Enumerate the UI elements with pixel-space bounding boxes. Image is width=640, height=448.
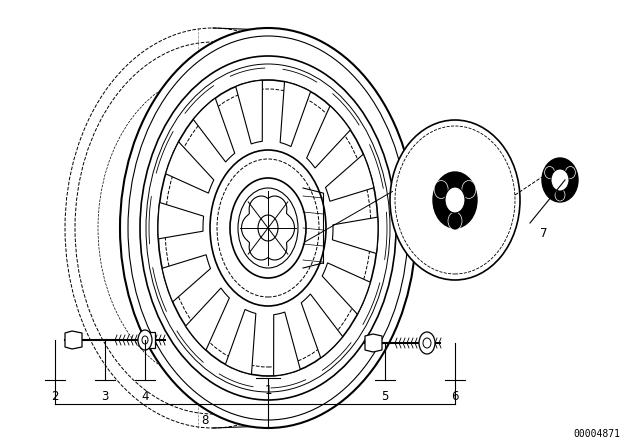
Text: 8: 8	[202, 414, 209, 426]
Text: 4: 4	[141, 389, 148, 402]
Ellipse shape	[210, 150, 326, 306]
Polygon shape	[166, 142, 214, 193]
Ellipse shape	[555, 189, 565, 201]
Polygon shape	[274, 312, 300, 376]
Text: 00004871: 00004871	[573, 429, 620, 439]
Polygon shape	[158, 202, 204, 239]
Ellipse shape	[120, 28, 416, 428]
Ellipse shape	[142, 336, 148, 344]
Ellipse shape	[448, 212, 462, 230]
Polygon shape	[193, 98, 235, 162]
Ellipse shape	[433, 172, 477, 228]
Ellipse shape	[138, 330, 152, 350]
Polygon shape	[225, 310, 256, 375]
Polygon shape	[307, 106, 350, 168]
Ellipse shape	[419, 332, 435, 354]
Text: 5: 5	[381, 389, 388, 402]
Ellipse shape	[545, 167, 555, 178]
Text: 6: 6	[451, 389, 459, 402]
Polygon shape	[162, 255, 211, 302]
Polygon shape	[301, 294, 342, 358]
Ellipse shape	[551, 169, 569, 191]
Ellipse shape	[423, 338, 431, 348]
Polygon shape	[145, 332, 155, 348]
Polygon shape	[326, 154, 374, 201]
Polygon shape	[186, 288, 229, 350]
Ellipse shape	[542, 158, 578, 202]
Ellipse shape	[445, 187, 465, 213]
Ellipse shape	[565, 167, 575, 178]
Ellipse shape	[434, 181, 448, 198]
Text: 7: 7	[540, 227, 547, 240]
Ellipse shape	[390, 120, 520, 280]
Polygon shape	[65, 331, 82, 349]
Polygon shape	[236, 80, 262, 144]
Text: 1: 1	[264, 383, 272, 396]
Ellipse shape	[462, 181, 476, 198]
Text: 3: 3	[101, 389, 109, 402]
Polygon shape	[332, 217, 378, 254]
Ellipse shape	[158, 80, 378, 376]
Polygon shape	[322, 263, 371, 314]
Polygon shape	[280, 82, 310, 146]
Polygon shape	[365, 334, 382, 352]
Text: 2: 2	[51, 389, 59, 402]
